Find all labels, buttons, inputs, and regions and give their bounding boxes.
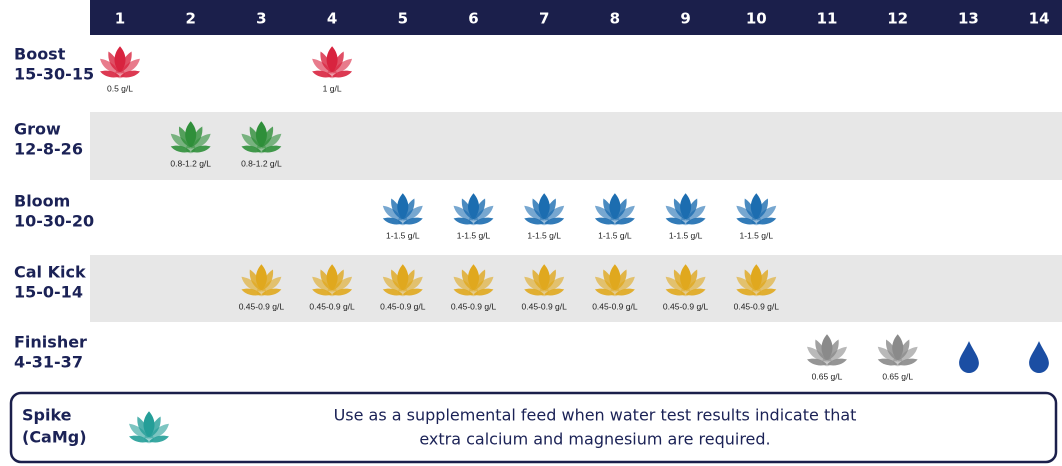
row-band	[90, 255, 1062, 322]
column-header: 1	[115, 10, 125, 28]
dose-label: 0.65 g/L	[882, 371, 913, 381]
column-header: 12	[887, 10, 908, 28]
dose-label: 1-1.5 g/L	[527, 230, 561, 240]
dose-label: 1 g/L	[323, 83, 342, 93]
lotus-icon	[524, 193, 565, 226]
dose-label: 0.8-1.2 g/L	[241, 158, 282, 168]
lotus-icon	[594, 193, 635, 226]
spike-note: Use as a supplemental feed when water te…	[334, 406, 857, 425]
column-header: 6	[468, 10, 478, 28]
column-header: 4	[327, 10, 337, 28]
lotus-icon	[382, 193, 423, 226]
spike-note: extra calcium and magnesium are required…	[419, 430, 770, 449]
dose-label: 1-1.5 g/L	[740, 230, 774, 240]
lotus-icon	[453, 193, 494, 226]
dose-label: 0.45-0.9 g/L	[451, 301, 497, 311]
lotus-icon	[807, 334, 847, 367]
row-name: Finisher	[14, 333, 87, 352]
row-npk: 12-8-26	[14, 140, 83, 159]
row-npk: 4-31-37	[14, 353, 83, 372]
spike-name: Spike	[22, 406, 72, 425]
dose-label: 1-1.5 g/L	[386, 230, 420, 240]
spike-sub: (CaMg)	[22, 428, 87, 447]
header-bar	[90, 0, 1062, 35]
lotus-icon	[736, 193, 777, 226]
row-band	[90, 112, 1062, 180]
dose-label: 0.45-0.9 g/L	[734, 301, 780, 311]
column-header: 2	[185, 10, 195, 28]
lotus-icon	[877, 334, 918, 367]
row-name: Boost	[14, 45, 66, 64]
lotus-icon	[665, 193, 706, 226]
column-header: 8	[610, 10, 620, 28]
lotus-icon	[100, 46, 140, 79]
spike-box	[9, 391, 1058, 464]
lotus-icon	[312, 46, 353, 79]
column-header: 13	[958, 10, 979, 28]
column-header: 10	[746, 10, 767, 28]
row-npk: 15-30-15	[14, 65, 94, 84]
dose-label: 1-1.5 g/L	[669, 230, 703, 240]
dose-label: 0.8-1.2 g/L	[170, 158, 211, 168]
row-npk: 15-0-14	[14, 283, 83, 302]
dose-label: 0.45-0.9 g/L	[522, 301, 568, 311]
column-header: 11	[817, 10, 838, 28]
dose-label: 0.45-0.9 g/L	[309, 301, 355, 311]
water-drop	[1029, 341, 1049, 373]
column-header: 9	[680, 10, 690, 28]
dose-label: 0.45-0.9 g/L	[592, 301, 638, 311]
column-header: 14	[1029, 10, 1050, 28]
dose-label: 0.45-0.9 g/L	[380, 301, 426, 311]
column-header: 5	[398, 10, 408, 28]
dose-label: 1-1.5 g/L	[457, 230, 491, 240]
dose-label: 0.45-0.9 g/L	[663, 301, 709, 311]
dose-label: 1-1.5 g/L	[598, 230, 632, 240]
row-name: Grow	[14, 120, 61, 139]
water-drop	[959, 341, 979, 373]
column-header: 3	[256, 10, 266, 28]
dose-label: 0.65 g/L	[812, 371, 843, 381]
dose-label: 0.5 g/L	[107, 83, 133, 93]
dose-label: 0.45-0.9 g/L	[239, 301, 285, 311]
row-name: Bloom	[14, 192, 70, 211]
column-header: 7	[539, 10, 549, 28]
row-npk: 10-30-20	[14, 212, 94, 231]
row-name: Cal Kick	[14, 263, 86, 282]
